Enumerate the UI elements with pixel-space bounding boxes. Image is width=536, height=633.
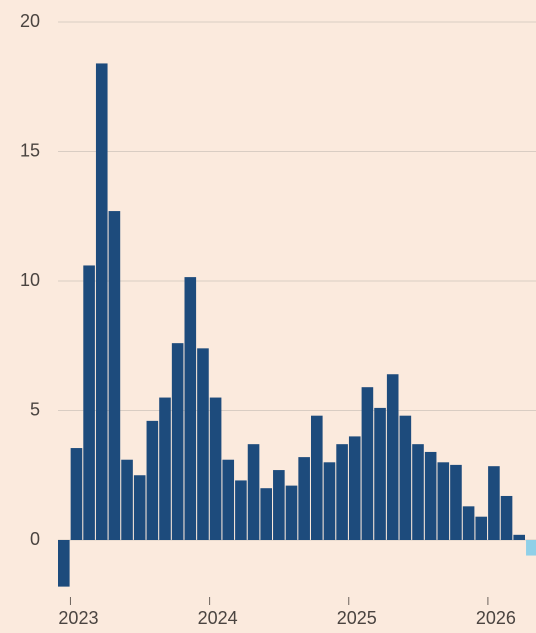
- bar: [235, 480, 247, 540]
- bar: [336, 444, 348, 540]
- bar: [311, 415, 323, 540]
- bar: [513, 534, 525, 540]
- y-tick-label: 5: [30, 399, 40, 419]
- bar: [184, 277, 197, 540]
- bar: [526, 540, 536, 556]
- bar: [260, 488, 272, 540]
- bar: [222, 459, 235, 540]
- bar: [361, 387, 374, 540]
- bar: [475, 516, 488, 540]
- bar: [247, 444, 260, 540]
- x-tick-label: 2023: [58, 608, 98, 628]
- bar: [108, 211, 121, 540]
- bar: [424, 451, 437, 540]
- bar: [500, 495, 513, 540]
- y-tick-label: 15: [20, 140, 40, 160]
- bar: [298, 457, 310, 540]
- bar: [323, 462, 336, 540]
- x-tick-label: 2025: [337, 608, 377, 628]
- bar: [83, 265, 95, 540]
- x-tick-label: 2024: [198, 608, 238, 628]
- bar: [133, 475, 146, 540]
- y-tick-label: 10: [20, 270, 40, 290]
- bar: [412, 444, 424, 540]
- bar: [386, 374, 399, 540]
- bar: [348, 436, 361, 540]
- y-tick-label: 20: [20, 11, 40, 31]
- bar: [58, 540, 70, 587]
- bar: [462, 506, 475, 540]
- bar: [285, 485, 298, 540]
- bar: [488, 466, 500, 540]
- bar: [159, 397, 171, 540]
- bar: [450, 464, 462, 540]
- bar: [273, 470, 285, 540]
- bar: [374, 407, 386, 540]
- bar: [171, 343, 184, 540]
- bar: [70, 448, 83, 540]
- bar: [146, 420, 159, 540]
- bar: [95, 63, 108, 540]
- x-tick-label: 2026: [476, 608, 516, 628]
- bar: [209, 397, 222, 540]
- y-tick-label: 0: [30, 529, 40, 549]
- bar: [121, 459, 133, 540]
- bar: [437, 462, 450, 540]
- bar: [197, 348, 209, 540]
- bar: [399, 415, 412, 540]
